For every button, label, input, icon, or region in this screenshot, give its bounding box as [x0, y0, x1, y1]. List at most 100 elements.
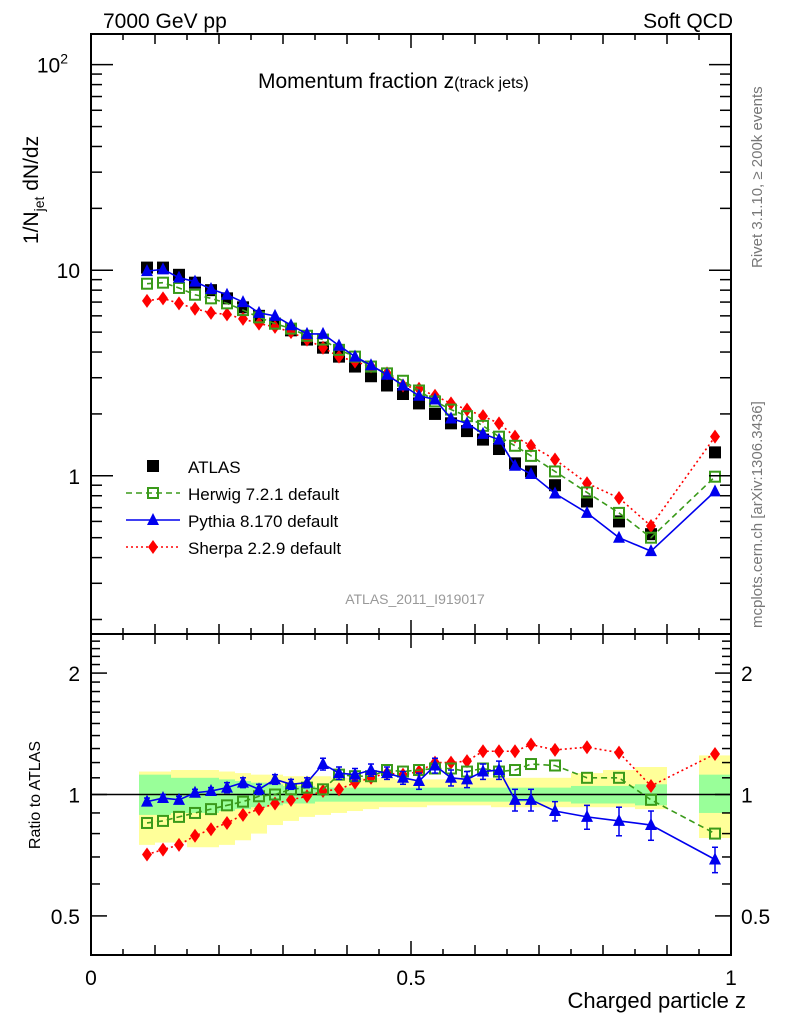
- main-pythia-point: [709, 484, 721, 497]
- ratio-y-tick-label-right: 0.5: [741, 906, 770, 929]
- ratio-sherpa-point: [462, 754, 472, 769]
- main-pythia-point: [141, 264, 153, 277]
- ratio-pythia-point: [413, 774, 425, 787]
- main-herwig-point: [157, 276, 169, 289]
- main-sherpa-point: [238, 311, 248, 326]
- main-y-tick-label: 10: [57, 260, 80, 283]
- ratio-pythia-point: [429, 758, 441, 771]
- ratio-sherpa-point: [494, 744, 504, 759]
- main-herwig-point: [525, 449, 537, 462]
- ratio-y-tick-label-right: 1: [741, 785, 753, 808]
- ratio-sherpa-point: [222, 815, 232, 830]
- main-pythia-point: [413, 388, 425, 401]
- ratio-pythia-point: [549, 804, 561, 817]
- main-pythia-point: [285, 318, 297, 331]
- main-panel: Momentum fraction z(track jets) 1/Njet d…: [20, 33, 732, 635]
- legend-herwig-marker: [147, 487, 159, 499]
- ratio-sherpa-point: [334, 782, 344, 797]
- main-herwig-point: [709, 470, 721, 483]
- ratio-sherpa-point: [550, 742, 560, 757]
- main-data-point: [429, 407, 441, 420]
- ratio-sherpa-point: [158, 842, 168, 857]
- ratio-sherpa-point: [526, 737, 536, 752]
- main-y-tick-label: 1: [68, 466, 80, 489]
- main-y-tick-label: 102: [37, 51, 68, 78]
- watermark-analysis-id: ATLAS_2011_I919017: [345, 591, 485, 607]
- ratio-herwig-point: [221, 799, 233, 812]
- main-pythia-point: [525, 467, 537, 480]
- ratio-y-axis-label: Ratio to ATLAS: [27, 741, 44, 849]
- ratio-herwig-point: [549, 759, 561, 772]
- main-y-axis-label-main: 1/N: [20, 211, 43, 244]
- x-tick-label: 0: [85, 967, 97, 990]
- main-data-point: [381, 379, 393, 392]
- main-title-suffix: (track jets): [454, 75, 529, 92]
- main-pythia-point: [613, 530, 625, 543]
- main-herwig-point: [189, 288, 201, 301]
- ratio-pythia-point: [333, 766, 345, 779]
- ratio-pythia-point: [709, 852, 721, 865]
- main-data-point: [397, 388, 409, 401]
- main-title-text: Momentum fraction z: [258, 70, 454, 93]
- ratio-herwig-point: [205, 803, 217, 816]
- ratio-herwig-point: [317, 783, 329, 796]
- main-pythia-point: [381, 367, 393, 380]
- main-sherpa-point: [478, 409, 488, 424]
- ratio-pythia-point: [493, 763, 505, 776]
- main-sherpa-point: [222, 307, 232, 322]
- legend-pythia-label: Pythia 8.170 default: [188, 512, 339, 531]
- ratio-herwig-point: [141, 816, 153, 829]
- main-pythia-point: [221, 287, 233, 300]
- main-pythia-point: [397, 378, 409, 391]
- ratio-pythia-point: [445, 770, 457, 783]
- x-axis-label: Charged particle z: [567, 988, 746, 1013]
- main-pythia-point: [509, 458, 521, 471]
- main-sherpa-point: [174, 296, 184, 311]
- ratio-pythia-point: [189, 785, 201, 798]
- main-sherpa-point: [206, 305, 216, 320]
- main-pythia-point: [205, 282, 217, 295]
- ratio-pythia-point: [205, 784, 217, 797]
- main-pythia-point: [645, 544, 657, 557]
- ratio-pythia-point: [269, 772, 281, 785]
- ratio-pythia-point: [349, 767, 361, 780]
- main-sherpa-point: [446, 396, 456, 411]
- ratio-panel: 0 0.5 1 0.5 0.5 1 1 2 2 Ratio to ATLAS Charged p…: [27, 633, 770, 1013]
- ratio-y-tick-label: 0.5: [51, 906, 80, 929]
- main-pythia-point: [549, 486, 561, 499]
- ratio-pythia-point: [317, 757, 329, 770]
- main-herwig-point: [173, 281, 185, 294]
- main-pythia-point: [317, 326, 329, 339]
- legend: ATLAS Herwig 7.2.1 default Pythia 8.170 de…: [126, 458, 341, 558]
- main-herwig-point: [141, 277, 153, 290]
- ratio-pythia-point: [237, 775, 249, 788]
- main-herwig-point: [645, 531, 657, 544]
- main-herwig-point: [549, 465, 561, 478]
- ratio-pythia-point: [381, 766, 393, 779]
- main-y-axis-label-rest: dN/dz: [20, 136, 43, 197]
- main-pythia-point: [429, 392, 441, 405]
- ratio-herwig-point: [189, 806, 201, 819]
- main-data-point: [365, 370, 377, 383]
- main-y-tick-label-exponent: 2: [60, 51, 68, 67]
- main-sherpa-point: [158, 291, 168, 306]
- main-sherpa-point: [614, 490, 624, 505]
- ratio-pythia-point: [253, 782, 265, 795]
- main-pythia-point: [157, 262, 169, 275]
- ratio-sherpa-point: [238, 807, 248, 822]
- main-pythia-point: [333, 338, 345, 351]
- main-sherpa-point: [710, 429, 720, 444]
- ratio-y-tick-label: 1: [68, 785, 80, 808]
- main-data-point: [581, 495, 593, 508]
- main-pythia-point: [269, 308, 281, 321]
- legend-pythia-marker: [147, 513, 159, 525]
- main-pythia-point: [237, 295, 249, 308]
- main-sherpa-point: [550, 452, 560, 467]
- header-category-label: Soft QCD: [643, 10, 733, 33]
- ratio-sherpa-point: [206, 822, 216, 837]
- main-pythia-point: [445, 411, 457, 424]
- ratio-herwig-point: [237, 795, 249, 808]
- main-pythia-point: [173, 270, 185, 283]
- ratio-pythia-point: [613, 813, 625, 826]
- main-herwig-point: [581, 486, 593, 499]
